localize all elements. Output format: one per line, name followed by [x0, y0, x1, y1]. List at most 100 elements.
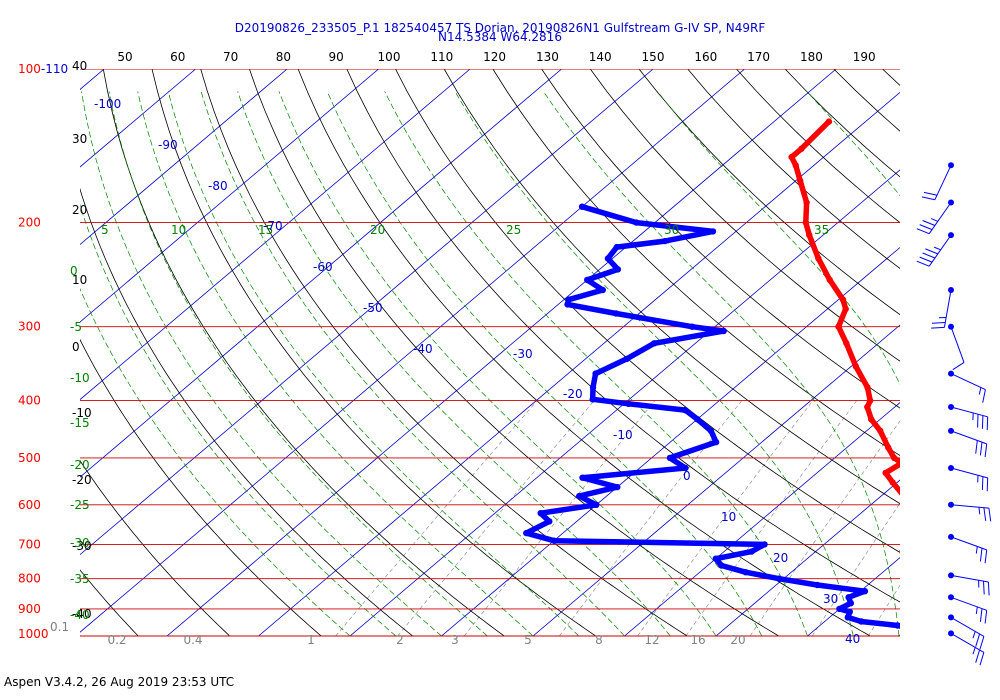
theta-tick-label: 160: [694, 50, 717, 64]
dewpoint-profile-point: [923, 633, 929, 639]
dewpoint-profile-point: [682, 464, 689, 472]
dewpoint-profile-point: [550, 537, 558, 544]
dry-adiabat-line: [784, 69, 900, 178]
dewpoint-profile-point: [612, 310, 620, 317]
mixing-ratio-label: 0.1: [50, 620, 69, 634]
wind-barb: [916, 199, 954, 235]
moist-adiabat-label: -30: [70, 536, 90, 550]
wind-barb-feather: [979, 652, 985, 666]
theta-tick-label: 70: [223, 50, 238, 64]
isotherm-line: [258, 91, 900, 637]
isotherm-line: [166, 69, 837, 637]
pressure-tick-label: 1000: [18, 627, 49, 641]
temperature-profile-point: [825, 118, 833, 125]
chart-title-line1: D20190826_233505_P.1 182540457 TS Dorian…: [235, 21, 766, 35]
wind-barb: [948, 501, 992, 522]
dewpoint-profile-point: [694, 416, 701, 423]
sounding-profiles: [523, 118, 966, 639]
temperature-profile-point: [960, 629, 966, 635]
wind-barb-staff: [928, 234, 952, 267]
temperature-profile-point: [802, 219, 809, 226]
dewpoint-profile-point: [844, 614, 851, 621]
moist-adiabat-label: -10: [70, 371, 90, 385]
mixing-ratio-label: 20: [730, 633, 745, 647]
wind-barb-feather: [922, 252, 936, 259]
dry-adiabat-line: [395, 69, 900, 553]
dewpoint-profile-line: [523, 203, 900, 629]
wind-barb: [921, 162, 954, 201]
pressure-tick-label: 600: [18, 498, 41, 512]
temperature-profile-point: [864, 384, 871, 391]
wind-barb-column: [916, 162, 992, 666]
temperature-profile-point: [927, 591, 933, 597]
moist-adiabat-label: 30: [664, 223, 679, 237]
wind-barb-feather: [979, 608, 983, 622]
dry-adiabat-line: [882, 69, 900, 86]
wind-barb-feather: [984, 443, 988, 458]
wind-barb-feather: [916, 228, 930, 235]
pressure-tick-label: 900: [18, 602, 41, 616]
wind-barb-staff: [950, 596, 987, 611]
moist-adiabat-label: 0: [70, 264, 78, 278]
wind-barb: [931, 287, 954, 329]
wind-barb: [948, 533, 988, 564]
wind-barb-staff: [950, 467, 988, 479]
wind-barb-half-feather: [975, 606, 978, 614]
edge-temperature-label: 10: [72, 273, 87, 287]
dewpoint-profile-point: [814, 581, 821, 589]
wind-barb-feather: [984, 549, 988, 564]
isotherm-label: -90: [158, 138, 178, 152]
dewpoint-profile-point: [712, 438, 720, 446]
dry-adiabat-line: [80, 460, 230, 637]
moist-adiabat-label: 35: [814, 223, 829, 237]
moist-adiabat-label: 10: [171, 223, 186, 237]
isotherm-line: [80, 69, 288, 246]
temperature-profile-point: [890, 454, 898, 462]
temperature-profile-point: [899, 549, 900, 554]
theta-tick-label: 180: [800, 50, 823, 64]
temperature-profile-point: [826, 276, 833, 284]
wind-barb-staff: [950, 616, 985, 637]
moist-adiabat-line: [992, 91, 1000, 636]
isotherm-line: [807, 557, 900, 637]
dewpoint-profile-point: [614, 266, 622, 273]
temperature-profile-point: [937, 606, 943, 612]
temperature-profile-point: [901, 493, 907, 499]
dry-adiabat-line: [297, 69, 871, 637]
temperature-profile-point: [917, 534, 923, 540]
dewpoint-profile-point: [845, 594, 852, 601]
wind-barb-feather: [922, 220, 936, 226]
isotherm-label: 10: [721, 510, 736, 524]
moist-adiabat-line: [137, 91, 534, 637]
wind-barb: [948, 572, 990, 596]
dewpoint-profile-point: [858, 618, 865, 625]
wind-barb-staff: [950, 536, 987, 551]
dry-adiabat-line: [980, 69, 1000, 636]
theta-tick-label: 100: [378, 50, 401, 64]
moist-adiabat-line: [384, 91, 808, 637]
wind-barb-feather: [931, 322, 946, 324]
moist-adiabat-label: 5: [101, 223, 109, 237]
dewpoint-profile-point: [761, 541, 768, 548]
theta-tick-label: 120: [483, 50, 506, 64]
dry-adiabat-line: [638, 69, 900, 316]
dewpoint-profile-point: [589, 384, 597, 391]
theta-tick-label: 80: [276, 50, 291, 64]
temperature-profile-line: [788, 118, 900, 554]
dewpoint-profile-point: [709, 228, 717, 235]
temperature-profile-point: [842, 305, 849, 313]
isotherm-line: [715, 479, 900, 637]
mixing-ratio-label: 16: [690, 633, 705, 647]
temperature-profile-point: [864, 403, 871, 411]
wind-barb-staff: [928, 202, 952, 234]
dewpoint-profile-point: [846, 608, 853, 615]
wind-barb: [948, 404, 989, 431]
dewpoint-profile-point: [894, 622, 900, 629]
theta-tick-label: 60: [170, 50, 185, 64]
mixing-ratio-line: [910, 401, 1000, 636]
wind-barb-feather: [923, 191, 938, 196]
temperature-profile-point: [929, 597, 935, 603]
dewpoint-profile-point: [565, 296, 572, 303]
theta-tick-label: 150: [642, 50, 665, 64]
dewpoint-profile-point: [712, 555, 719, 562]
